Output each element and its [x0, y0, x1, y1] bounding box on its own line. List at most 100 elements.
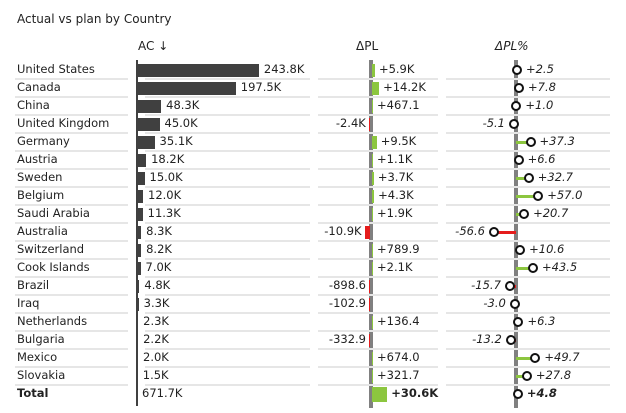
dplpct-dot [512, 389, 523, 399]
header-ac[interactable]: AC ↓ [138, 39, 169, 53]
row-separator [145, 276, 310, 278]
dplpct-value: +6.3 [527, 314, 556, 328]
ac-value: 671.7K [142, 386, 183, 400]
dplpct-value: +6.6 [527, 152, 556, 166]
row-label: Sweden [17, 170, 63, 184]
row-separator [446, 150, 610, 152]
dplpct-value: -15.7 [471, 278, 501, 292]
dpl-bar [372, 316, 373, 329]
row-label: Slovakia [17, 368, 66, 382]
dpl-bar [372, 100, 373, 113]
dpl-bar [372, 172, 374, 185]
row-separator [145, 312, 310, 314]
row-label: United States [17, 62, 95, 76]
ac-value: 18.2K [151, 152, 185, 166]
dplpct-axis [514, 60, 518, 408]
dpl-value: +14.2K [383, 80, 426, 94]
row-separator [318, 240, 438, 242]
dpl-bar [369, 334, 370, 347]
row-separator [145, 186, 310, 188]
row-separator [15, 384, 128, 386]
dplpct-dot [519, 209, 530, 219]
row-separator [318, 222, 438, 224]
ac-value: 7.0K [145, 260, 172, 274]
dplpct-line [516, 374, 527, 378]
row-label: Netherlands [17, 314, 88, 328]
dpl-value: -332.9 [328, 332, 366, 346]
row-separator [318, 78, 438, 80]
row-separator [446, 114, 610, 116]
dplpct-value: +20.7 [533, 206, 569, 220]
dplpct-value: -5.1 [482, 116, 506, 130]
dpl-value: -10.9K [324, 224, 362, 238]
dplpct-dot [505, 335, 516, 345]
row-separator [145, 204, 310, 206]
row-separator [15, 186, 128, 188]
ac-bar [137, 298, 139, 311]
row-label: Brazil [17, 278, 50, 292]
ac-value: 1.5K [142, 368, 169, 382]
ac-bar [137, 118, 160, 131]
ac-bar [137, 334, 139, 347]
ac-bar [137, 280, 140, 293]
dpl-value: +3.7K [377, 170, 414, 184]
ac-value: 4.8K [144, 278, 171, 292]
row-separator [446, 312, 610, 314]
ac-bar [137, 100, 162, 113]
row-separator [446, 276, 610, 278]
row-label: Total [17, 386, 49, 400]
row-separator [318, 384, 438, 386]
row-label: Austria [17, 152, 58, 166]
row-separator [446, 132, 610, 134]
dplpct-line [516, 356, 536, 360]
dpl-bar [372, 387, 388, 402]
ac-value: 35.1K [159, 134, 193, 148]
row-separator [15, 294, 128, 296]
ac-bar [137, 352, 138, 365]
dplpct-value: +2.5 [525, 62, 554, 76]
dplpct-dot [511, 101, 522, 111]
dpl-bar [372, 370, 373, 383]
dplpct-dot [514, 83, 525, 93]
dpl-value: -102.9 [328, 296, 366, 310]
ac-bar [137, 190, 143, 203]
header-dpl[interactable]: ΔPL [356, 39, 379, 53]
row-separator [145, 222, 310, 224]
dpl-value: +4.3K [378, 188, 414, 202]
row-separator [446, 186, 610, 188]
ac-value: 3.3K [143, 296, 170, 310]
dplpct-dot [509, 299, 520, 309]
row-separator [15, 114, 128, 116]
dpl-value: -898.6 [328, 278, 366, 292]
row-separator [446, 366, 610, 368]
dplpct-dot [515, 245, 526, 255]
row-separator [446, 222, 610, 224]
row-separator [145, 294, 310, 296]
row-separator [446, 330, 610, 332]
row-separator [15, 96, 128, 98]
header-dplpct[interactable]: ΔPL% [495, 39, 529, 53]
row-separator [15, 366, 128, 368]
dplpct-value: +32.7 [537, 170, 573, 184]
dplpct-line [493, 230, 516, 234]
dpl-value: +9.5K [380, 134, 417, 148]
row-separator [145, 258, 310, 260]
row-separator [318, 312, 438, 314]
row-separator [15, 150, 128, 152]
dpl-value: +5.9K [378, 62, 415, 76]
ac-value: 15.0K [149, 170, 183, 184]
ac-value: 243.8K [263, 62, 305, 76]
row-separator [446, 384, 610, 386]
dplpct-value: +27.8 [535, 368, 572, 382]
row-label: Germany [17, 134, 70, 148]
dpl-value: +1.9K [377, 206, 413, 220]
ac-value: 2.3K [143, 314, 169, 328]
row-separator [145, 96, 310, 98]
ac-bar [137, 370, 138, 383]
dpl-value: +1.1K [377, 152, 413, 166]
ac-value: 2.0K [143, 350, 169, 364]
row-label: Iraq [17, 296, 40, 310]
row-label: Belgium [17, 188, 65, 202]
row-separator [318, 258, 438, 260]
row-separator [145, 366, 310, 368]
